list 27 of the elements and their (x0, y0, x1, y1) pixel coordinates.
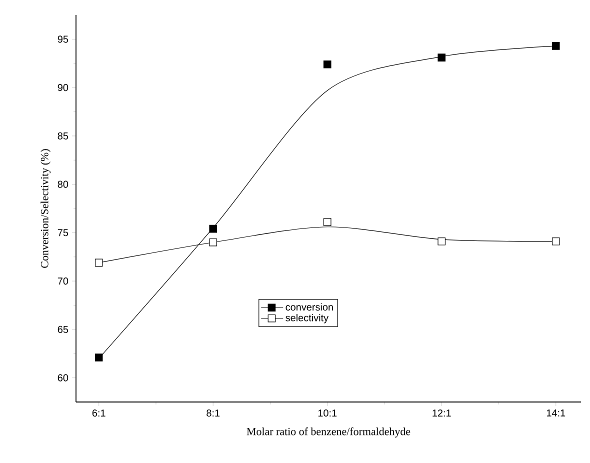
x-tick-label: 14:1 (546, 410, 566, 416)
point (209, 224, 218, 233)
point (438, 54, 446, 62)
point (209, 238, 218, 246)
y-tick-label: 75 (58, 229, 68, 236)
point (94, 354, 103, 362)
x-tick-label: 6:1 (92, 410, 106, 417)
y-tick-label: 65 (58, 326, 68, 333)
point (323, 60, 332, 68)
x-tick-label: 8:1 (206, 410, 220, 417)
x-tick-label: 12:1 (432, 410, 451, 416)
point (438, 237, 446, 246)
point (323, 218, 332, 226)
y-tick-label: 80 (58, 180, 68, 188)
y-tick-label: 85 (58, 132, 68, 140)
y-tick-label: 70 (58, 278, 68, 285)
point (552, 237, 560, 246)
y-axis-title: Conversion/Selectivity (%) (40, 149, 51, 268)
legend-label: conversion (286, 303, 333, 311)
y-tick-label: 90 (58, 84, 68, 92)
point (94, 258, 103, 267)
legend-label: selectivity (286, 314, 329, 324)
x-axis-title: Molar ratio of benzene/formaldehyde (246, 427, 410, 438)
y-tick-label: 95 (58, 36, 68, 43)
point (552, 42, 560, 50)
y-tick-label: 60 (58, 374, 68, 382)
x-tick-label: 10:1 (318, 410, 337, 417)
